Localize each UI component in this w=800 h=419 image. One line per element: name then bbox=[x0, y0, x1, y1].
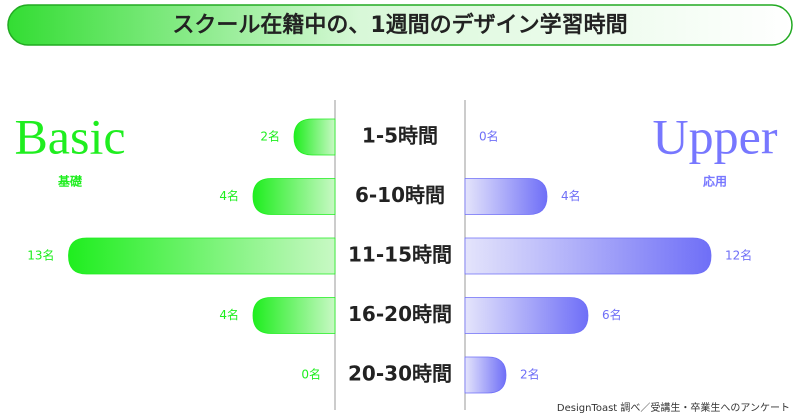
value-label: 4名 bbox=[219, 307, 239, 322]
source: DesignToast 調べ／受講生・卒業生へのアンケート bbox=[557, 401, 790, 414]
series-name: Basic bbox=[14, 108, 125, 164]
value-label: 2名 bbox=[260, 129, 280, 144]
value-label: 4名 bbox=[561, 188, 581, 203]
category-label: 6-10時間 bbox=[355, 183, 445, 207]
value-label: 0名 bbox=[301, 367, 321, 382]
value-label: 2名 bbox=[520, 367, 540, 382]
value-label: 13名 bbox=[27, 248, 54, 263]
category-label: 16-20時間 bbox=[348, 302, 452, 326]
chart-title: スクール在籍中の、1週間のデザイン学習時間 bbox=[172, 12, 627, 38]
bar bbox=[464, 237, 712, 275]
series-subtitle: 基礎 bbox=[57, 174, 83, 189]
title-bar bbox=[7, 4, 793, 46]
category-label: 20-30時間 bbox=[348, 362, 452, 386]
bar bbox=[464, 178, 548, 215]
category-label: 1-5時間 bbox=[362, 124, 438, 148]
bar bbox=[293, 118, 336, 156]
value-label: 0名 bbox=[479, 129, 499, 144]
bar bbox=[464, 356, 507, 394]
category-label: 11-15時間 bbox=[348, 243, 452, 267]
value-label: 4名 bbox=[219, 188, 239, 203]
bar bbox=[464, 297, 589, 334]
series-name: Upper bbox=[653, 108, 778, 164]
bar bbox=[252, 297, 336, 334]
value-label: 6名 bbox=[602, 307, 622, 322]
bar bbox=[68, 237, 336, 275]
value-label: 12名 bbox=[725, 248, 752, 263]
series-subtitle: 応用 bbox=[703, 174, 727, 189]
bar bbox=[252, 178, 336, 215]
